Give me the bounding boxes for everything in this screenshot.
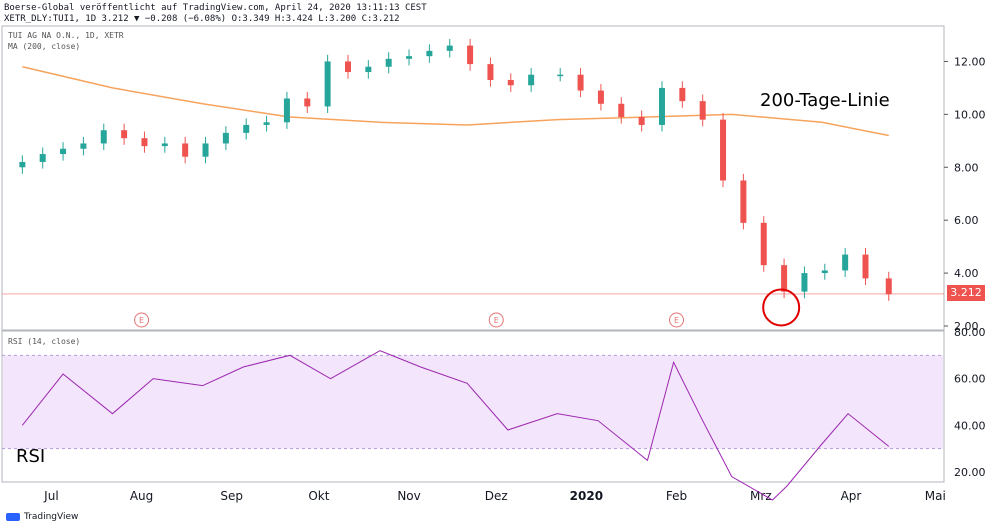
candle-body	[507, 79, 514, 86]
candle-body	[658, 87, 665, 125]
candle-body	[679, 87, 686, 102]
earnings-marker-label: E	[674, 316, 679, 325]
rsi-band	[3, 355, 943, 449]
candle-body	[19, 161, 26, 168]
price-axis-label: 2.00	[954, 320, 979, 333]
time-axis-label: Apr	[841, 489, 862, 503]
candle-body	[406, 56, 413, 59]
candle-body	[618, 103, 625, 118]
rsi-pane-frame	[1, 330, 945, 483]
chart-header-ohlc: XETR_DLY:TUI1, 1D 3.212 ▼ −0.208 (−6.08%…	[4, 14, 400, 24]
candle-body	[222, 132, 229, 144]
time-axis-label: Mai	[925, 489, 946, 503]
earnings-marker-label: E	[494, 316, 499, 325]
candle-body	[699, 101, 706, 120]
candle-body	[365, 66, 372, 73]
candle-body	[100, 130, 107, 144]
rsi-axis-label: 60.00	[954, 373, 986, 386]
candle-body	[638, 117, 645, 125]
candle-body	[283, 98, 290, 123]
time-axis-label: Mrz	[750, 489, 772, 503]
candle-body	[467, 45, 474, 65]
candle-body	[80, 143, 87, 149]
rsi-label: RSI (14, close)	[8, 337, 81, 346]
candle-body	[528, 74, 535, 86]
candle-body	[121, 130, 128, 139]
rsi-axis-label: 80.00	[954, 326, 986, 339]
candle-body	[577, 74, 584, 91]
time-axis-label: Okt	[308, 489, 329, 503]
candle-body	[487, 64, 494, 80]
candle-body	[304, 98, 311, 107]
earnings-marker	[669, 312, 685, 328]
main-pane-frame	[1, 25, 945, 331]
candle-body	[821, 270, 828, 274]
candle-body	[557, 74, 564, 77]
ma-200-line	[22, 66, 889, 137]
candle-body	[141, 138, 148, 147]
candle-body	[263, 122, 270, 125]
candle-body	[720, 119, 727, 181]
earnings-marker	[134, 312, 150, 328]
candle-body	[842, 254, 849, 271]
time-axis-label: 2020	[570, 489, 603, 503]
candle-body	[597, 90, 604, 104]
tradingview-icon	[6, 513, 20, 521]
rsi-axis-label: 20.00	[954, 466, 986, 479]
price-axis-label: 4.00	[954, 267, 979, 280]
candle-body	[446, 45, 453, 51]
price-axis-label: 6.00	[954, 214, 979, 227]
earnings-marker-label: E	[139, 316, 144, 325]
candle-body	[426, 50, 433, 57]
time-axis-label: Aug	[130, 489, 153, 503]
earnings-marker	[488, 312, 504, 328]
candle-body	[740, 180, 747, 223]
time-axis-label: Nov	[397, 489, 420, 503]
candle-body	[385, 58, 392, 67]
time-axis-label: Feb	[666, 489, 687, 503]
candle-body	[344, 61, 351, 73]
chart-header-publisher: Boerse-Global veröffentlicht auf Trading…	[4, 3, 427, 13]
candle-body	[760, 222, 767, 266]
candle-body	[324, 61, 331, 107]
ma-label: MA (200, close)	[8, 42, 81, 51]
candle-body	[60, 148, 67, 155]
time-axis-label: Sep	[220, 489, 243, 503]
low-highlight-circle	[762, 288, 801, 327]
candle-body	[161, 143, 168, 147]
tradingview-brand: TradingView	[24, 512, 79, 522]
candle-body	[202, 143, 209, 157]
tradingview-logo: TradingView	[6, 512, 78, 522]
candle-body	[781, 265, 788, 292]
candle-body	[862, 254, 869, 279]
last-price-tag: 3.212	[947, 285, 985, 301]
time-axis-label: Jul	[43, 489, 58, 503]
candle-body	[801, 273, 808, 292]
rsi-axis-label: 40.00	[954, 419, 986, 432]
candle-body	[39, 154, 46, 162]
symbol-label: TUI AG NA O.N., 1D, XETR	[8, 31, 124, 40]
price-axis-label: 8.00	[954, 161, 979, 174]
rsi-annotation: RSI	[16, 446, 46, 467]
candle-body	[885, 278, 892, 295]
price-axis-label: 10.00	[954, 108, 986, 121]
price-axis-label: 12.00	[954, 55, 986, 68]
ma-annotation: 200-Tage-Linie	[760, 90, 890, 111]
time-axis-label: Dez	[485, 489, 508, 503]
rsi-line	[21, 350, 890, 501]
candle-body	[243, 124, 250, 133]
candle-body	[182, 143, 189, 157]
